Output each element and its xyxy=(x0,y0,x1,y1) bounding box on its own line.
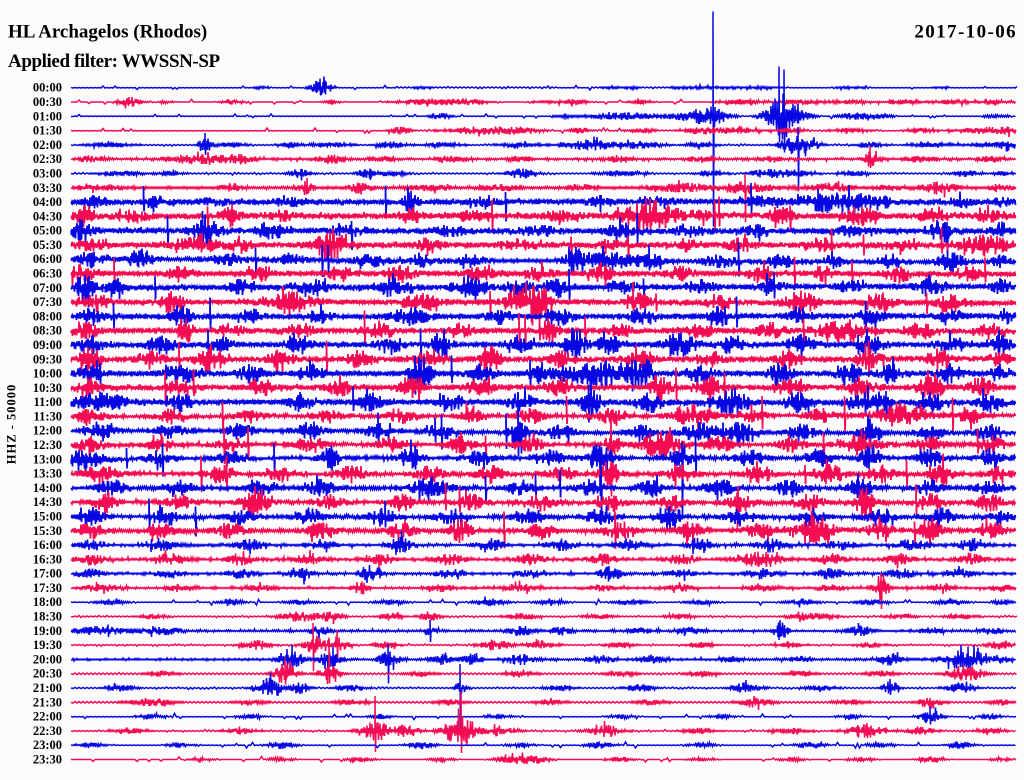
svg-text:08:30: 08:30 xyxy=(33,324,62,338)
svg-text:05:30: 05:30 xyxy=(33,238,62,252)
svg-text:17:00: 17:00 xyxy=(33,567,62,581)
svg-text:23:00: 23:00 xyxy=(33,738,62,752)
svg-text:09:30: 09:30 xyxy=(33,352,62,366)
svg-text:08:00: 08:00 xyxy=(33,309,62,323)
svg-text:06:30: 06:30 xyxy=(33,267,62,281)
svg-text:11:30: 11:30 xyxy=(34,409,62,423)
svg-text:22:00: 22:00 xyxy=(33,710,62,724)
svg-text:14:30: 14:30 xyxy=(33,495,62,509)
svg-text:13:00: 13:00 xyxy=(33,452,62,466)
svg-text:02:00: 02:00 xyxy=(33,138,62,152)
svg-text:Applied filter: WWSSN-SP: Applied filter: WWSSN-SP xyxy=(8,51,221,72)
svg-text:21:30: 21:30 xyxy=(33,695,62,709)
svg-text:10:30: 10:30 xyxy=(33,381,62,395)
svg-text:11:00: 11:00 xyxy=(34,395,62,409)
svg-text:19:00: 19:00 xyxy=(33,624,62,638)
svg-text:23:30: 23:30 xyxy=(33,753,62,767)
svg-text:2017-10-06: 2017-10-06 xyxy=(914,21,1017,42)
svg-text:00:00: 00:00 xyxy=(33,81,62,95)
svg-text:05:00: 05:00 xyxy=(33,224,62,238)
svg-text:03:00: 03:00 xyxy=(33,167,62,181)
svg-text:02:30: 02:30 xyxy=(33,152,62,166)
svg-text:12:30: 12:30 xyxy=(33,438,62,452)
svg-text:16:30: 16:30 xyxy=(33,552,62,566)
svg-text:07:30: 07:30 xyxy=(33,295,62,309)
svg-text:18:30: 18:30 xyxy=(33,610,62,624)
svg-text:15:00: 15:00 xyxy=(33,510,62,524)
svg-text:04:00: 04:00 xyxy=(33,195,62,209)
svg-text:04:30: 04:30 xyxy=(33,209,62,223)
svg-text:01:30: 01:30 xyxy=(33,124,62,138)
svg-text:09:00: 09:00 xyxy=(33,338,62,352)
svg-text:19:30: 19:30 xyxy=(33,638,62,652)
svg-text:21:00: 21:00 xyxy=(33,681,62,695)
svg-text:13:30: 13:30 xyxy=(33,467,62,481)
svg-text:15:30: 15:30 xyxy=(33,524,62,538)
svg-text:HL Archagelos (Rhodos): HL Archagelos (Rhodos) xyxy=(8,22,207,43)
svg-text:10:00: 10:00 xyxy=(33,367,62,381)
svg-text:06:00: 06:00 xyxy=(33,252,62,266)
svg-text:20:00: 20:00 xyxy=(33,652,62,666)
svg-text:14:00: 14:00 xyxy=(33,481,62,495)
svg-text:12:00: 12:00 xyxy=(33,424,62,438)
svg-text:00:30: 00:30 xyxy=(33,95,62,109)
svg-text:07:00: 07:00 xyxy=(33,281,62,295)
svg-text:HHZ - 50000: HHZ - 50000 xyxy=(5,384,19,464)
svg-text:03:30: 03:30 xyxy=(33,181,62,195)
svg-text:01:00: 01:00 xyxy=(33,109,62,123)
svg-text:17:30: 17:30 xyxy=(33,581,62,595)
svg-text:20:30: 20:30 xyxy=(33,667,62,681)
svg-text:16:00: 16:00 xyxy=(33,538,62,552)
svg-text:22:30: 22:30 xyxy=(33,724,62,738)
svg-text:18:00: 18:00 xyxy=(33,595,62,609)
